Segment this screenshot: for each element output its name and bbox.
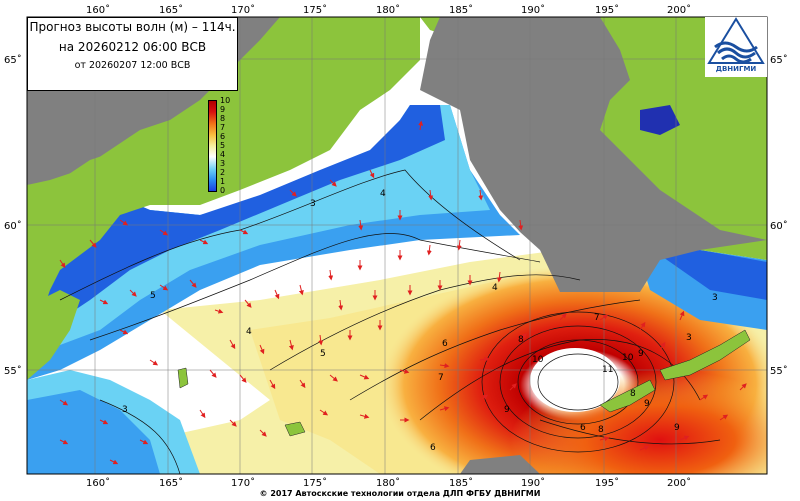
wave-height-scale: 10 9 8 7 6 5 4 3 2 1 0	[208, 96, 231, 195]
scale-label: 1	[220, 177, 226, 186]
contour-label: 5	[150, 291, 156, 301]
lat-tick-left: 65˚	[4, 54, 22, 66]
lat-tick-left: 55˚	[4, 365, 22, 377]
contour-label: 8	[630, 389, 636, 399]
contour-label: 6	[580, 423, 586, 433]
lon-tick-bottom: 200˚	[667, 477, 691, 489]
contour-label: 3	[686, 333, 692, 343]
lon-tick-top: 180˚	[376, 4, 400, 16]
forecast-valid-time: на 20260212 06:00 ВСВ	[58, 40, 207, 54]
scale-label: 4	[220, 150, 226, 159]
contour-label: 4	[492, 283, 498, 293]
lon-tick-bottom: 190˚	[521, 477, 545, 489]
contour-label: 3	[122, 405, 128, 415]
scale-label: 5	[220, 141, 226, 150]
contour-label: 3	[712, 293, 718, 303]
lon-tick-bottom: 175˚	[303, 477, 327, 489]
lon-tick-top: 170˚	[231, 4, 255, 16]
contour-label: 9	[504, 405, 510, 415]
scale-label: 2	[220, 168, 226, 177]
scale-label: 3	[220, 159, 226, 168]
contour-label: 3	[310, 199, 316, 209]
contour-label: 9	[644, 399, 650, 409]
lat-tick-right: 60˚	[770, 220, 788, 232]
lat-tick-left: 60˚	[4, 220, 22, 232]
scale-label: 0	[220, 186, 226, 195]
scale-gradient-bar	[208, 100, 217, 192]
forecast-issue-time: от 20260207 12:00 ВСВ	[74, 60, 191, 71]
contour-label: 7	[594, 313, 600, 323]
lat-tick-right: 55˚	[770, 365, 788, 377]
lon-tick-top: 165˚	[159, 4, 183, 16]
contour-label: 8	[518, 335, 524, 345]
logo-text: ДВНИГМИ	[715, 65, 757, 73]
logo-emblem-icon	[707, 17, 765, 64]
contour-label: 9	[638, 349, 644, 359]
lon-tick-top: 175˚	[303, 4, 327, 16]
contour-label: 5	[320, 349, 326, 359]
contour-label: 8	[598, 425, 604, 435]
scale-label: 6	[220, 132, 226, 141]
lon-tick-bottom: 160˚	[86, 477, 110, 489]
scale-label: 9	[220, 105, 226, 114]
contour-label: 9	[674, 423, 680, 433]
lon-tick-bottom: 185˚	[449, 477, 473, 489]
contour-label: 11	[602, 365, 613, 375]
lon-tick-bottom: 170˚	[231, 477, 255, 489]
forecast-title-box: Прогноз высоты волн (м) – 114ч. на 20260…	[27, 17, 238, 91]
contour-label: 10	[622, 353, 634, 363]
contour-label: 6	[442, 339, 448, 349]
contour-label: 10	[532, 355, 544, 365]
lon-tick-bottom: 180˚	[376, 477, 400, 489]
lon-tick-top: 160˚	[86, 4, 110, 16]
lon-tick-top: 185˚	[449, 4, 473, 16]
lon-tick-bottom: 195˚	[595, 477, 619, 489]
contour-label: 6	[430, 443, 436, 453]
lon-tick-top: 195˚	[595, 4, 619, 16]
scale-label: 10	[220, 96, 231, 105]
scale-label: 7	[220, 123, 226, 132]
lon-tick-top: 200˚	[667, 4, 691, 16]
lon-tick-bottom: 165˚	[159, 477, 183, 489]
lon-tick-top: 190˚	[521, 4, 545, 16]
copyright-notice: © 2017 Автоскские технологии отдела ДЛП …	[259, 489, 541, 498]
lat-tick-right: 65˚	[770, 54, 788, 66]
forecast-title: Прогноз высоты волн (м) – 114ч.	[29, 20, 236, 34]
contour-label: 7	[438, 373, 444, 383]
scale-label: 8	[220, 114, 226, 123]
dvnigmi-logo: ДВНИГМИ	[705, 17, 767, 77]
contour-label: 4	[380, 189, 386, 199]
contour-label: 4	[246, 327, 252, 337]
